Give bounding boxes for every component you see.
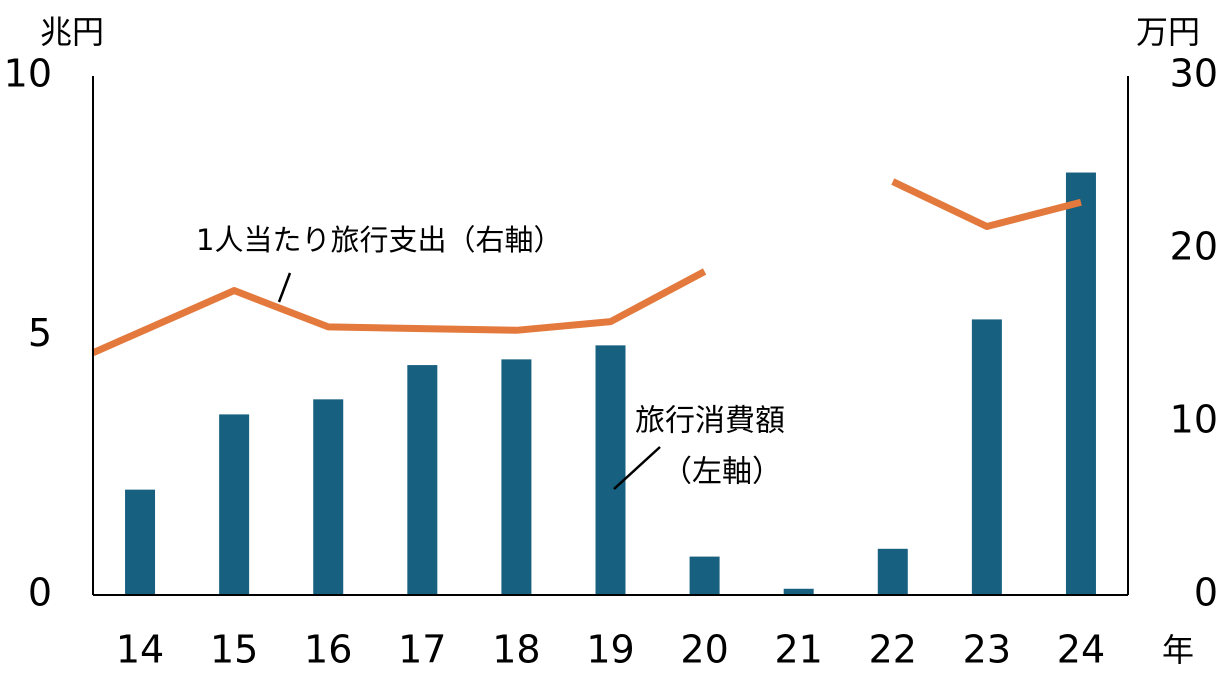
left-tick-label: 0	[28, 571, 52, 615]
line-segment-2	[891, 178, 1082, 231]
x-axis-unit: 年	[1162, 631, 1194, 669]
right-tick-label: 30	[1170, 52, 1218, 96]
bar-17	[407, 365, 438, 595]
bar-20	[689, 556, 720, 595]
bar-16	[313, 399, 344, 595]
line-series	[91, 178, 1082, 357]
right-tick-label: 20	[1170, 225, 1218, 269]
x-tick-label: 15	[210, 628, 258, 672]
x-tick-label: 22	[869, 628, 917, 672]
bar-24	[1065, 172, 1096, 595]
bar-series-label-axis: （左軸）	[662, 455, 782, 490]
axes	[92, 76, 1129, 596]
left-tick-label: 5	[28, 311, 52, 355]
x-tick-label: 14	[116, 628, 164, 672]
x-tick-label: 24	[1057, 628, 1105, 672]
bar-22	[877, 548, 908, 595]
right-tick-label: 10	[1170, 398, 1218, 442]
tick-labels: 0 5 10 0 10 20 30 14 15 16 17 18 19 20 21 22 23 24 兆円 万円年	[4, 13, 1218, 672]
line-segment-1	[91, 268, 707, 357]
left-axis-unit: 兆円	[40, 13, 104, 51]
x-tick-label: 19	[586, 628, 634, 672]
bar-15	[219, 414, 250, 595]
bar-21	[783, 588, 814, 595]
bar-23	[971, 319, 1002, 595]
line-series-label: 1人当たり旅行支出（右軸）	[196, 223, 562, 257]
x-tick-label: 21	[775, 628, 823, 672]
x-tick-label: 20	[680, 628, 728, 672]
left-tick-label: 10	[4, 52, 52, 96]
bar-series	[125, 172, 1096, 595]
bar-18	[501, 359, 532, 595]
x-tick-label: 18	[492, 628, 540, 672]
right-tick-label: 0	[1194, 571, 1218, 615]
bar-19	[595, 345, 626, 595]
annotations: 1人当たり旅行支出（右軸） 旅行消費額 （左軸）	[196, 223, 785, 490]
x-tick-label: 23	[963, 628, 1011, 672]
bar-series-leader	[613, 446, 661, 490]
x-tick-label: 17	[398, 628, 446, 672]
bar-14	[125, 489, 156, 595]
line-series-leader	[277, 272, 292, 303]
right-axis-unit: 万円	[1136, 13, 1200, 51]
bar-series-label: 旅行消費額	[635, 404, 785, 439]
x-tick-label: 16	[304, 628, 352, 672]
